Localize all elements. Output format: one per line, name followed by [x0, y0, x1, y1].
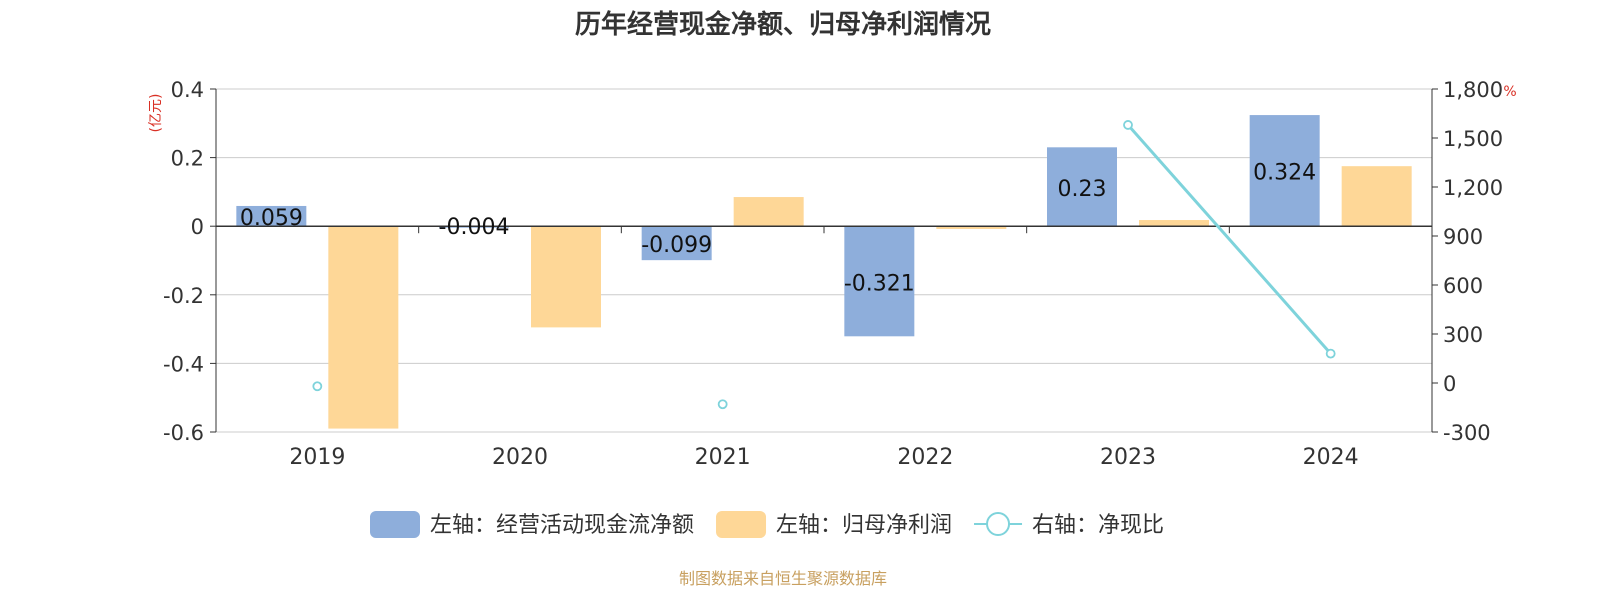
x-tick-label: 2021 [695, 445, 751, 470]
bar-data-label: 0.23 [1058, 177, 1107, 202]
bar-data-label: -0.004 [439, 215, 510, 240]
bar [328, 226, 399, 429]
bar [1139, 220, 1209, 227]
left-axis-unit: (亿元) [148, 94, 164, 133]
line-point [1123, 120, 1133, 130]
line-series-segment [1126, 123, 1332, 355]
legend-swatch [370, 511, 420, 538]
bar [1047, 147, 1117, 227]
bar-data-label: 0.059 [240, 206, 303, 231]
axes-layer: 0.4 0.2 0 -0.2 -0.4 -0.6 1,800 1,500 1,200 900 600… [163, 78, 1503, 470]
bars-layer [236, 115, 1412, 429]
right-tick-label: 0 [1443, 372, 1456, 396]
x-tick-label: 2024 [1303, 445, 1359, 470]
legend-swatch [716, 511, 767, 538]
labels-layer: 0.059 -0.004 -0.099 -0.321 0.23 0.324 [240, 161, 1316, 297]
right-tick-label: 1,500 [1443, 127, 1503, 151]
bar [236, 205, 307, 227]
x-tick-label: 2023 [1100, 445, 1156, 470]
left-tick-label: -0.6 [163, 421, 204, 445]
bar-data-label: -0.321 [844, 271, 915, 296]
right-axis-unit: % [1503, 84, 1516, 100]
legend-label: 右轴：净现比 [1032, 513, 1164, 538]
line-point [717, 399, 728, 410]
x-tick-label: 2020 [492, 445, 548, 470]
bar [641, 226, 712, 261]
legend-label: 左轴：归母净利润 [776, 513, 952, 538]
left-tick-label: 0.4 [171, 78, 204, 102]
left-tick-label: 0.2 [171, 147, 204, 171]
bar [844, 226, 915, 337]
right-tick-label: 900 [1443, 225, 1483, 249]
line-layer [312, 120, 1336, 410]
bar [936, 226, 1007, 229]
left-tick-label: -0.4 [163, 352, 204, 376]
right-tick-label: 1,200 [1443, 176, 1503, 200]
legend: 左轴：经营活动现金流净额 左轴：归母净利润 右轴：净现比 [370, 511, 1164, 538]
source-note: 制图数据来自恒生聚源数据库 [679, 569, 887, 588]
right-tick-label: 600 [1443, 274, 1483, 298]
right-tick-label: -300 [1443, 421, 1491, 445]
x-tick-label: 2022 [897, 445, 953, 470]
left-tick-label: 0 [191, 215, 204, 239]
bar-data-label: -0.099 [641, 233, 712, 258]
bar [1249, 115, 1320, 227]
bar [1341, 166, 1412, 227]
right-tick-label: 300 [1443, 323, 1483, 347]
grid-lines [216, 88, 1432, 433]
x-tick-label: 2019 [289, 445, 345, 470]
bar-data-label: 0.324 [1253, 161, 1316, 186]
bar [531, 226, 601, 328]
chart-title: 历年经营现金净额、归母净利润情况 [575, 9, 991, 40]
legend-label: 左轴：经营活动现金流净额 [430, 513, 694, 538]
line-point [1325, 348, 1336, 359]
legend-marker [986, 512, 1011, 536]
line-point [312, 381, 323, 392]
bar [733, 197, 804, 227]
right-tick-label: 1,800 [1443, 78, 1503, 102]
left-tick-label: -0.2 [163, 284, 204, 308]
